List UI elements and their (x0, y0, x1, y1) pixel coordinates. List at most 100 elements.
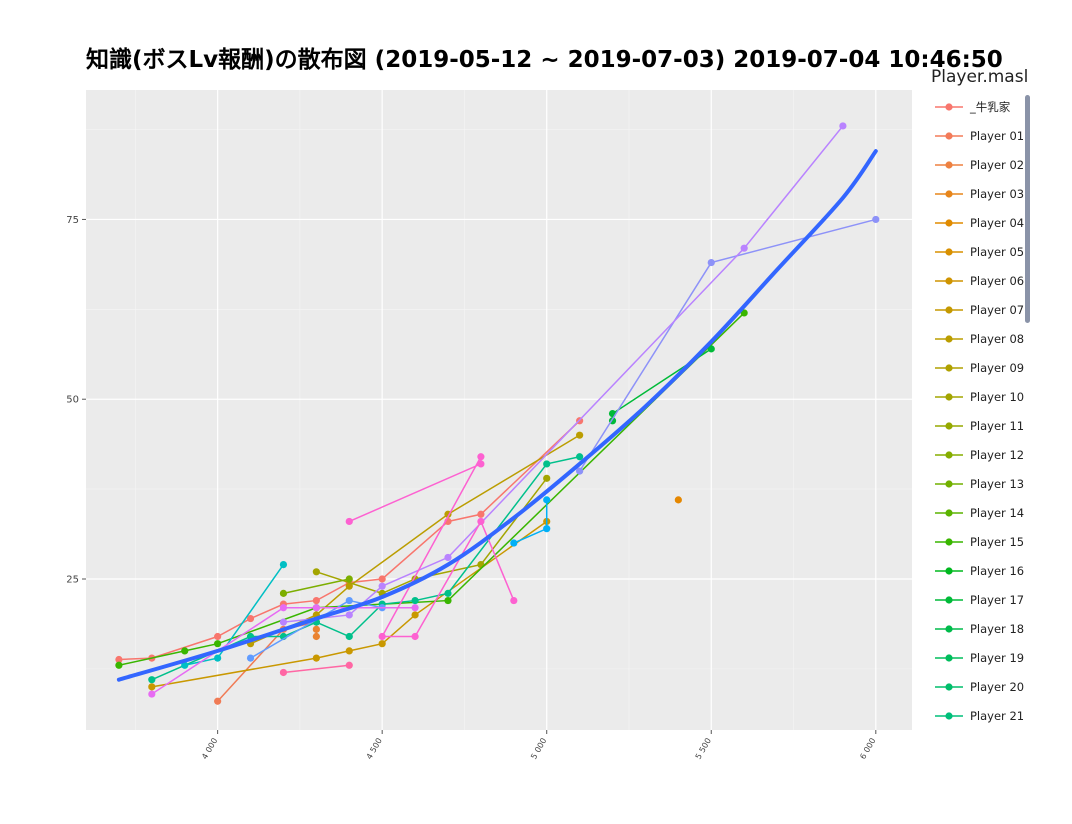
data-point-10-7 (444, 589, 452, 597)
legend-item-17[interactable]: Player 17 (935, 593, 1024, 607)
series-line-15 (283, 125, 844, 623)
data-point-0-9 (477, 510, 485, 518)
legend-item-5[interactable]: Player 05 (935, 245, 1024, 259)
data-point-15-1 (345, 611, 353, 619)
data-point-13-1 (345, 596, 353, 605)
legend-label: Player 16 (970, 564, 1024, 578)
legend-item-20[interactable]: Player 20 (935, 680, 1024, 694)
y-tick-label: 75 (66, 215, 79, 226)
data-point-11-0 (181, 661, 189, 669)
data-point-14-1 (707, 258, 715, 267)
legend-label: Player 02 (970, 158, 1024, 172)
x-tick-label: 5 000 (529, 737, 548, 761)
legend-key-point (945, 422, 953, 430)
legend-label: Player 09 (970, 361, 1024, 375)
legend-item-2[interactable]: Player 02 (935, 158, 1024, 172)
series-line-18 (283, 664, 350, 674)
trend-line (116, 149, 878, 682)
plot-area: 4 000 4 500 5 000 5 500 6 000 25 50 75 (66, 90, 912, 761)
y-tick-label: 50 (66, 395, 79, 406)
data-point-11-2 (279, 561, 288, 569)
legend-key-point (945, 654, 953, 662)
legend-item-7[interactable]: Player 07 (935, 303, 1024, 317)
legend-key-point (945, 393, 953, 401)
data-point-16-0 (148, 690, 156, 698)
legend-label: Player 20 (970, 680, 1024, 694)
legend-label: Player 12 (970, 448, 1024, 462)
legend-key-point (945, 103, 953, 111)
data-point-10-0 (148, 676, 156, 684)
legend-item-13[interactable]: Player 13 (935, 477, 1024, 491)
legend-item-9[interactable]: Player 09 (935, 361, 1024, 375)
legend-label: Player 21 (970, 709, 1024, 723)
y-tick-label: 25 (66, 574, 79, 585)
legend-key-point (945, 219, 953, 227)
legend-label: Player 01 (970, 129, 1024, 143)
legend-item-18[interactable]: Player 18 (935, 622, 1024, 636)
data-point-12-2 (543, 496, 551, 504)
data-point-0-5 (312, 596, 320, 605)
data-point-3-0 (674, 496, 682, 504)
legend-item-8[interactable]: Player 08 (935, 332, 1024, 346)
legend-label: Player 15 (970, 535, 1024, 549)
data-point-4-3 (378, 640, 386, 648)
data-point-11-1 (214, 654, 222, 662)
legend-item-10[interactable]: Player 10 (935, 390, 1024, 404)
data-point-10-9 (576, 453, 584, 461)
legend-item-6[interactable]: Player 06 (935, 274, 1024, 288)
x-tick-label: 4 500 (365, 737, 384, 761)
chart-title: 知識(ボスLv報酬)の散布図 (2019-05-12 ~ 2019-07-03)… (86, 47, 1003, 73)
legend-key-point (945, 364, 953, 372)
data-point-17-1 (477, 460, 485, 468)
legend-key-point (945, 451, 953, 459)
data-point-15-3 (444, 553, 452, 562)
legend-item-3[interactable]: Player 03 (935, 187, 1024, 201)
legend-label: _牛乳家 (969, 100, 1011, 114)
legend-item-14[interactable]: Player 14 (935, 506, 1024, 520)
legend-item-1[interactable]: Player 01 (935, 129, 1024, 143)
data-point-6-0 (312, 568, 320, 576)
data-point-4-2 (345, 647, 353, 655)
data-point-8-5 (740, 309, 748, 317)
series-line-8 (118, 312, 745, 667)
data-point-18-1 (345, 661, 353, 669)
legend-label: Player 05 (970, 245, 1024, 259)
data-point-4-4 (411, 611, 419, 619)
data-point-10-4 (345, 632, 353, 641)
legend-label: Player 13 (970, 477, 1024, 491)
legend-key-point (945, 480, 953, 488)
data-point-12-0 (510, 539, 518, 547)
data-point-17-0 (345, 517, 353, 526)
legend-scrollbar[interactable] (1025, 95, 1030, 323)
legend-item-15[interactable]: Player 15 (935, 535, 1024, 549)
data-point-17-3 (378, 632, 386, 641)
legend-label: Player 03 (970, 187, 1024, 201)
data-point-0-0 (115, 655, 123, 664)
data-point-17-4 (411, 632, 419, 641)
legend-item-0[interactable]: _牛乳家 (935, 100, 1011, 114)
data-point-8-2 (214, 640, 222, 648)
legend-label: Player 04 (970, 216, 1024, 230)
data-point-0-2 (214, 632, 222, 641)
data-point-16-3 (411, 604, 419, 612)
data-point-15-4 (740, 244, 748, 252)
data-point-10-6 (411, 596, 419, 605)
legend-item-11[interactable]: Player 11 (935, 419, 1024, 433)
data-point-17-6 (510, 596, 518, 605)
data-point-0-3 (246, 614, 255, 623)
legend-item-12[interactable]: Player 12 (935, 448, 1024, 462)
data-point-0-7 (378, 575, 386, 583)
legend-key-point (945, 509, 953, 517)
legend-label: Player 08 (970, 332, 1024, 346)
legend-item-4[interactable]: Player 04 (935, 216, 1024, 230)
data-point-2-1 (312, 625, 320, 633)
legend-key-point (945, 538, 953, 546)
legend-label: Player 17 (970, 593, 1024, 607)
data-point-15-5 (839, 122, 847, 130)
data-point-18-0 (279, 668, 288, 677)
legend-key-point (945, 306, 953, 314)
legend-item-19[interactable]: Player 19 (935, 651, 1024, 665)
legend-item-21[interactable]: Player 21 (935, 709, 1024, 723)
legend-item-16[interactable]: Player 16 (935, 564, 1024, 578)
